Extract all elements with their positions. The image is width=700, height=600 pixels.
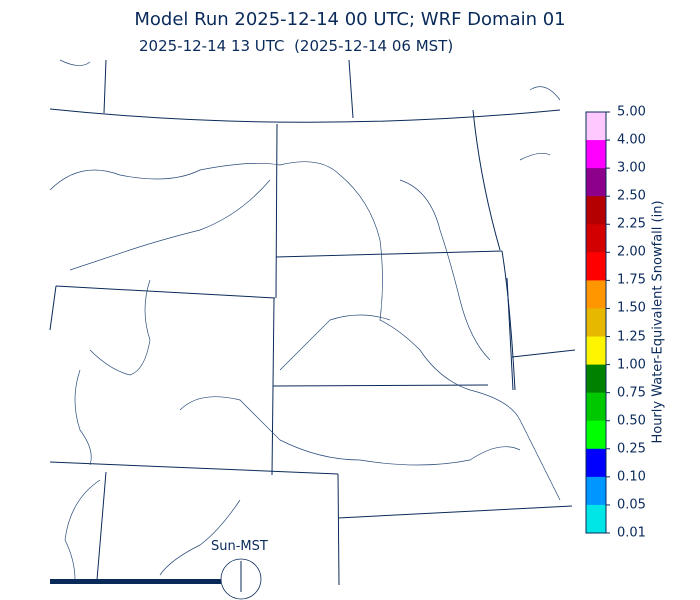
colorbar-tick-label: 0.50 — [617, 413, 646, 429]
rivers — [49, 59, 561, 581]
colorbar-tick-label: 0.10 — [617, 469, 646, 485]
colorbar-tick-label: 4.00 — [617, 132, 646, 148]
colorbar-label: Hourly Water-Equivalent Snowfall (in) — [650, 200, 666, 444]
colorbar-frame — [585, 111, 607, 534]
colorbar-segment — [586, 504, 606, 534]
colorbar-segment — [586, 476, 606, 506]
sun-label: Sun-MST — [211, 539, 268, 554]
colorbar-tick-label: 0.75 — [617, 385, 646, 401]
colorbar-tick-label: 1.75 — [617, 272, 646, 288]
colorbar-tick-label: 1.25 — [617, 329, 646, 345]
colorbar-tick-label: 2.00 — [617, 244, 646, 260]
colorbar-tick-label: 2.50 — [617, 188, 646, 204]
colorbar-segment — [586, 196, 606, 225]
state-borders — [49, 59, 576, 586]
colorbar-tick-label: 0.01 — [617, 525, 646, 541]
colorbar-segment — [586, 448, 606, 478]
colorbar-tick-label: 0.05 — [617, 497, 646, 513]
colorbar-segment — [586, 392, 606, 422]
colorbar-tick-label: 1.00 — [617, 357, 646, 373]
colorbar-segment — [586, 140, 606, 169]
colorbar-segment — [586, 224, 606, 253]
border-canada — [49, 108, 561, 123]
sun-indicator — [50, 558, 262, 600]
colorbar-segment — [586, 420, 606, 450]
colorbar-tick-label: 0.25 — [617, 441, 646, 457]
colorbar — [585, 111, 610, 534]
sun-progress-bar — [50, 579, 221, 584]
colorbar-segment — [586, 280, 606, 309]
colorbar-tick-label: 3.00 — [617, 160, 646, 176]
colorbar-segment — [586, 336, 606, 366]
colorbar-segment — [586, 308, 606, 338]
colorbar-segment — [586, 252, 606, 281]
plot-title: Model Run 2025-12-14 00 UTC; WRF Domain … — [134, 9, 566, 30]
colorbar-tick-label: 1.50 — [617, 300, 646, 316]
colorbar-segment — [586, 364, 606, 394]
colorbar-segment — [586, 112, 606, 141]
plot-subtitle: 2025-12-14 13 UTC (2025-12-14 06 MST) — [139, 37, 454, 55]
colorbar-segment — [586, 168, 606, 197]
colorbar-tick-label: 2.25 — [617, 216, 646, 232]
colorbar-tick-label: 5.00 — [617, 104, 646, 120]
